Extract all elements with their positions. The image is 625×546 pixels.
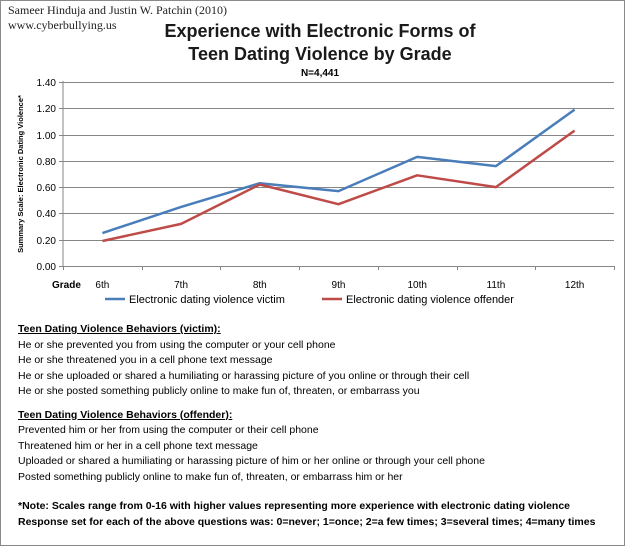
y-tick-label: 0.20 (37, 236, 57, 247)
x-tick-label: 12th (565, 280, 584, 291)
victim-header: Teen Dating Violence Behaviors (victim): (18, 323, 221, 335)
legend-label: Electronic dating violence offender (346, 294, 514, 306)
x-tick-labels: 6th 7th 8th 9th 10th 11th 12th (63, 266, 615, 291)
y-tick-labels: 0.00 0.20 0.40 0.60 0.80 1.00 1.20 1.40 (37, 78, 63, 273)
series-line (102, 108, 576, 235)
x-tick-label: 11th (487, 280, 506, 291)
x-tick-label: 9th (332, 280, 346, 291)
gridlines (63, 82, 614, 241)
y-tick-label: 1.00 (37, 131, 57, 142)
y-tick-label: 0.80 (37, 157, 57, 168)
offender-header: Teen Dating Violence Behaviors (offender… (18, 408, 233, 421)
y-tick-label: 0.00 (37, 262, 57, 273)
scale-note: *Note: Scales range from 0-16 with highe… (18, 500, 571, 512)
victim-item: He or she posted something publicly onli… (18, 385, 420, 397)
chart-title-line2: Teen Dating Violence by Grade (188, 44, 452, 64)
response-note: Response set for each of the above quest… (18, 515, 596, 528)
credit-url: www.cyberbullying.us (8, 18, 117, 32)
x-tick-label: 8th (253, 280, 267, 291)
credit: Sameer Hinduja and Justin W. Patchin (20… (8, 3, 227, 33)
offender-item: Prevented him or her from using the comp… (18, 424, 319, 436)
series-line (102, 129, 576, 243)
y-tick-label: 0.40 (37, 209, 57, 220)
victim-item: He or she uploaded or shared a humiliati… (18, 369, 470, 382)
legend-label: Electronic dating violence victim (129, 294, 285, 306)
victim-item: He or she prevented you from using the c… (18, 338, 336, 351)
x-tick-label: 7th (174, 280, 188, 291)
x-axis-label: Grade (52, 280, 81, 291)
victim-item: He or she threatened you in a cell phone… (18, 354, 273, 366)
y-tick-label: 1.40 (37, 78, 57, 89)
notes: Teen Dating Violence Behaviors (victim):… (18, 322, 618, 530)
y-axis-label: Summary Scale: Electronic Dating Violenc… (16, 95, 25, 253)
offender-item: Posted something publicly online to make… (18, 470, 403, 483)
x-tick-label: 6th (95, 280, 109, 291)
chart-title: Experience with Electronic Forms of Teen… (150, 20, 490, 66)
y-tick-label: 1.20 (37, 104, 57, 115)
legend: Electronic dating violence victim Electro… (105, 294, 514, 306)
x-tick-label: 10th (407, 280, 426, 291)
offender-item: Uploaded or shared a humiliating or hara… (18, 455, 485, 467)
chart-subtitle: N=4,441 (300, 68, 340, 79)
line-chart: 0.00 0.20 0.40 0.60 0.80 1.00 1.20 1.40 6th 7th 8… (16, 78, 615, 306)
y-tick-label: 0.60 (37, 183, 57, 194)
offender-item: Threatened him or her in a cell phone te… (18, 439, 258, 452)
chart-title-line1: Experience with Electronic Forms of (164, 21, 476, 41)
series-lines (102, 108, 576, 243)
credit-authors: Sameer Hinduja and Justin W. Patchin (20… (8, 3, 227, 17)
